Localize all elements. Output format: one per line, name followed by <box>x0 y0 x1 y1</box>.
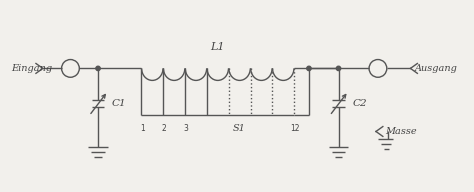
Text: 1: 1 <box>140 124 145 133</box>
Text: Masse: Masse <box>385 127 417 136</box>
Text: Ausgang: Ausgang <box>414 64 457 73</box>
Text: C2: C2 <box>352 99 367 108</box>
Text: L1: L1 <box>210 42 225 52</box>
Circle shape <box>307 66 311 71</box>
Text: 2: 2 <box>162 124 166 133</box>
Text: C1: C1 <box>112 99 127 108</box>
Circle shape <box>96 66 100 71</box>
Circle shape <box>337 66 341 71</box>
Text: 3: 3 <box>183 124 189 133</box>
Text: 12: 12 <box>291 124 300 133</box>
Text: Eingang: Eingang <box>11 64 53 73</box>
Text: S1: S1 <box>233 124 246 133</box>
